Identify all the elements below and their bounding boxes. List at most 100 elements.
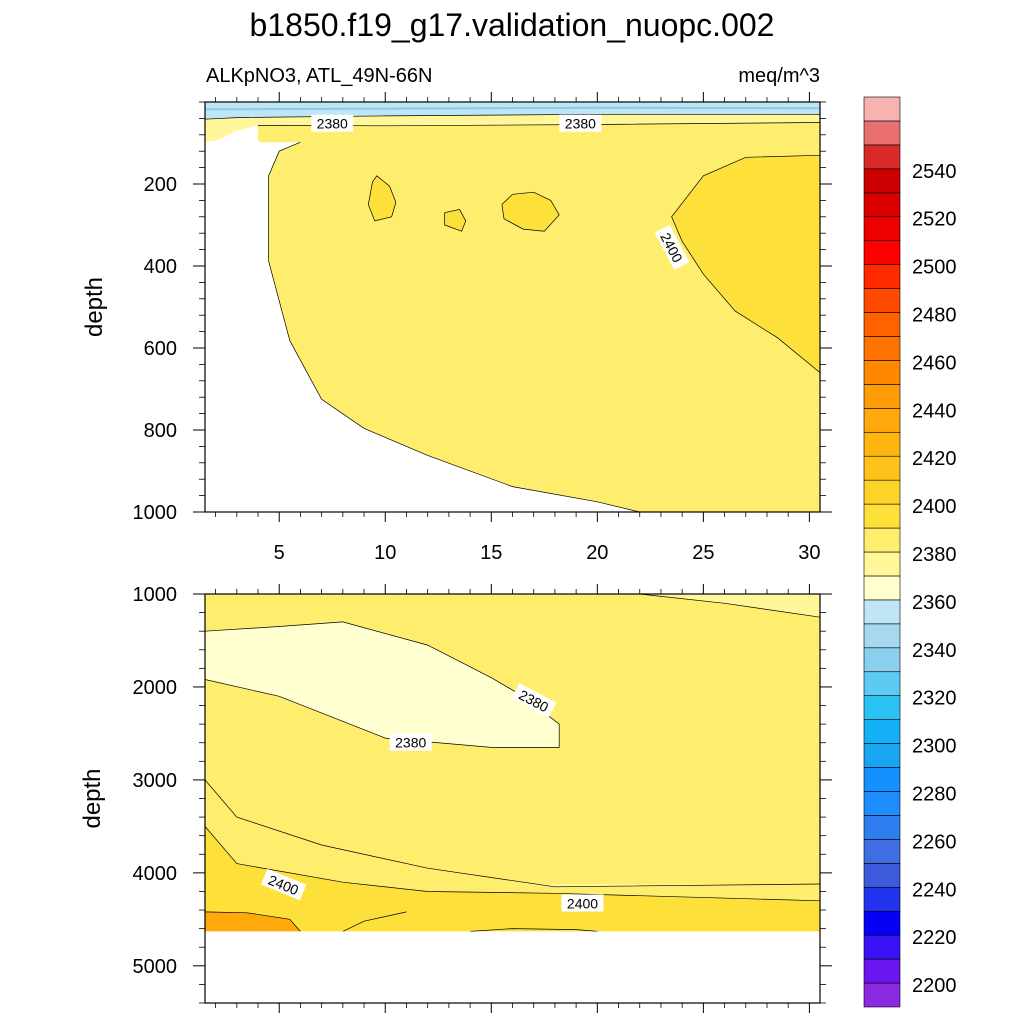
contour-label: 2380 [559, 114, 602, 132]
colorbar-swatch [863, 192, 901, 218]
colorbar-swatch [863, 910, 901, 936]
colorbar-label: 2480 [912, 305, 957, 327]
contour-line [470, 928, 598, 932]
colorbar-swatch [863, 791, 901, 816]
colorbar-swatch [863, 527, 901, 553]
colorbar-swatch [863, 288, 901, 313]
contour-line [501, 191, 560, 232]
svg-text:2380: 2380 [317, 116, 348, 132]
colorbar-label: 2420 [912, 448, 957, 470]
colorbar-swatch [863, 575, 901, 601]
contour-fill-region [205, 621, 560, 748]
svg-text:2400: 2400 [567, 896, 598, 912]
contour-line [204, 106, 821, 111]
colorbar-swatch [863, 839, 901, 864]
contour-label: 2380 [311, 114, 354, 132]
y-tick-label: 200 [144, 174, 177, 196]
colorbar-swatch [863, 503, 901, 529]
colorbar-swatch [863, 168, 901, 194]
colorbar-swatch [863, 743, 901, 768]
y-tick-label: 4000 [133, 863, 178, 885]
y-tick-label: 400 [144, 256, 177, 278]
colorbar-swatch [863, 479, 901, 505]
contour-line [367, 175, 397, 222]
colorbar-swatch [863, 384, 901, 409]
colorbar-label: 2340 [912, 640, 957, 662]
colorbar: 2200 2220 2240 2260 2280 2300 2320 2340 2360 2380… [863, 96, 957, 1008]
x-tick-label: 5 [274, 542, 285, 564]
svg-text:2380: 2380 [395, 735, 426, 751]
y-tick-label: 3000 [133, 770, 178, 792]
contour-line [671, 154, 821, 373]
x-tick-label: 25 [692, 542, 714, 564]
contour-fill-region [501, 192, 560, 232]
colorbar-swatch [863, 934, 901, 960]
colorbar-label: 2500 [912, 257, 957, 279]
colorbar-swatch [863, 958, 901, 984]
colorbar-label: 2400 [912, 496, 957, 518]
colorbar-swatch [863, 671, 901, 696]
colorbar-label: 2260 [912, 831, 957, 853]
svg-text:2380: 2380 [565, 116, 596, 132]
y-tick-label: 5000 [133, 956, 178, 978]
contour-fill-region [444, 209, 466, 232]
colorbar-label: 2200 [912, 975, 957, 997]
colorbar-swatch [863, 767, 901, 792]
colorbar-swatch [863, 431, 901, 457]
contour-line [204, 779, 821, 888]
colorbar-swatch [863, 623, 901, 649]
colorbar-label: 2440 [912, 400, 957, 422]
contour-fill-region [470, 928, 598, 932]
y-tick-label: 800 [144, 420, 177, 442]
colorbar-label: 2380 [912, 544, 957, 566]
colorbar-swatch [863, 144, 901, 170]
contour-fill-region [205, 102, 820, 120]
colorbar-swatch [863, 336, 901, 361]
chart-title: b1850.f19_g17.validation_nuopc.002 [250, 7, 775, 43]
colorbar-label: 2220 [912, 927, 957, 949]
colorbar-swatch [863, 216, 901, 241]
colorbar-swatch [863, 240, 901, 265]
contour-label: 2380 [389, 733, 432, 751]
colorbar-label: 2240 [912, 879, 957, 901]
colorbar-swatch [863, 551, 901, 577]
contour-fill-region [205, 911, 301, 932]
colorbar-swatch [863, 599, 901, 625]
colorbar-swatch [863, 120, 901, 146]
lower-contour-panel: 238023802400240010002000300040005000dept… [79, 584, 832, 1013]
colorbar-swatch [863, 264, 901, 289]
contour-line [204, 911, 301, 932]
chart-units: meq/m^3 [738, 65, 820, 87]
colorbar-label: 2300 [912, 736, 957, 758]
no-data-region [205, 931, 820, 1003]
y-tick-label: 2000 [133, 677, 178, 699]
contour-fill-region [671, 155, 820, 373]
y-tick-label: 600 [144, 338, 177, 360]
colorbar-swatch [863, 455, 901, 481]
chart-subtitle-variable: ALKpNO3, ATL_49N-66N [206, 65, 432, 87]
contour-fill-region [205, 114, 820, 143]
contour-line [444, 209, 467, 232]
colorbar-label: 2460 [912, 352, 957, 374]
colorbar-label: 2540 [912, 161, 957, 183]
x-tick-label: 20 [586, 542, 608, 564]
colorbar-swatch [863, 695, 901, 720]
colorbar-swatch [863, 815, 901, 840]
colorbar-swatch [863, 863, 901, 888]
colorbar-swatch [863, 96, 901, 122]
contour-line [268, 141, 640, 513]
colorbar-swatch [863, 408, 901, 433]
colorbar-swatch [863, 719, 901, 744]
y-tick-label: 1000 [133, 584, 178, 606]
contour-fill-region [205, 826, 820, 932]
colorbar-swatch [863, 312, 901, 337]
y-tick-label: 1000 [133, 502, 178, 524]
x-tick-label: 30 [798, 542, 820, 564]
colorbar-swatch [863, 360, 901, 385]
colorbar-label: 2520 [912, 209, 957, 231]
contour-line [342, 911, 407, 932]
contour-fill-region [368, 175, 396, 221]
colorbar-label: 2280 [912, 783, 957, 805]
contour-line [639, 593, 821, 618]
